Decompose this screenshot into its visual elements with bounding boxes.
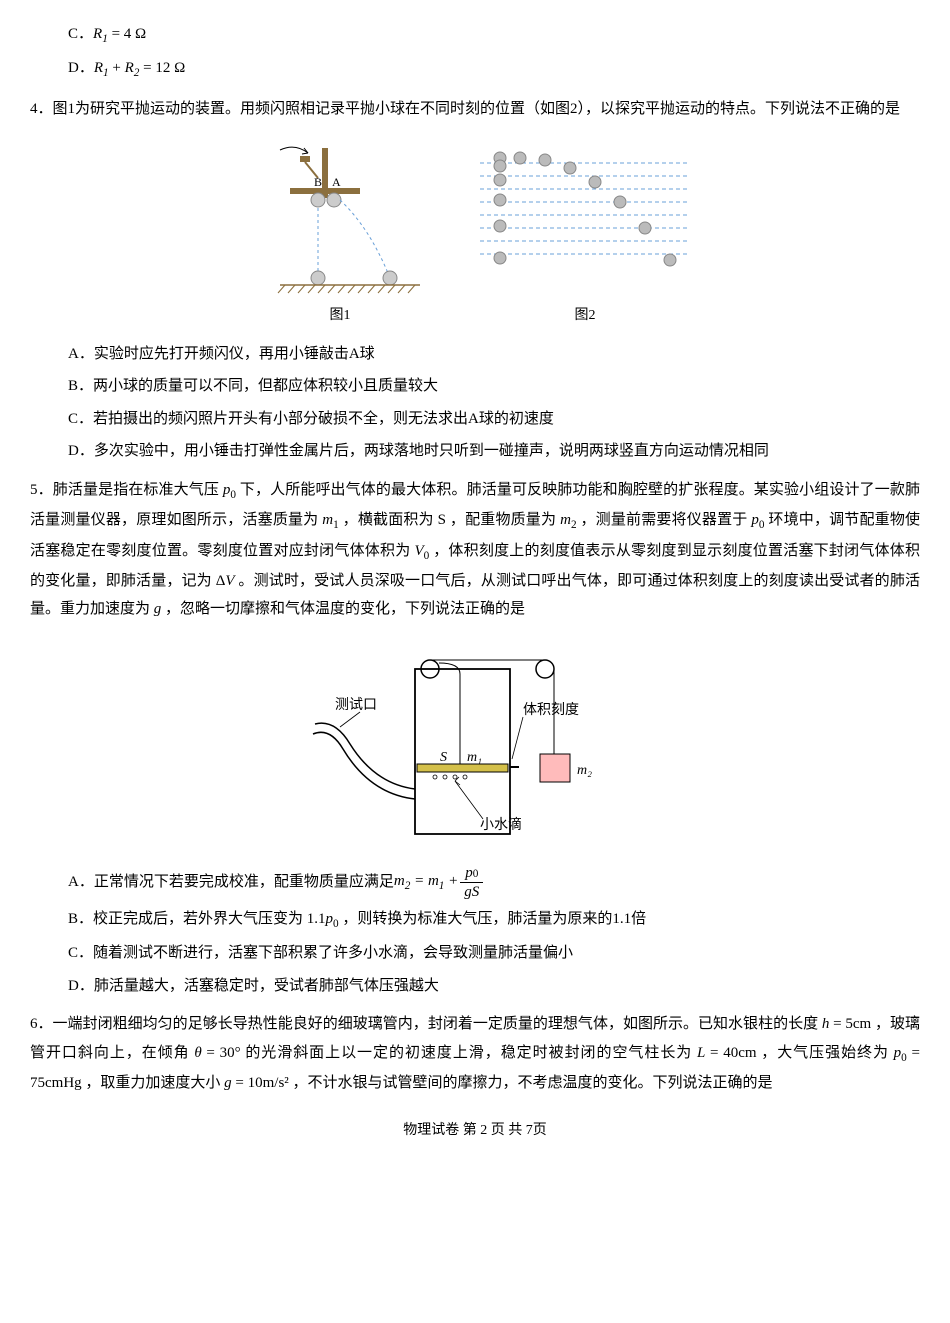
fig-label-m1: m₁: [467, 750, 482, 765]
q5-optB-pre: B．校正完成后，若外界大气压变为 1.1: [68, 911, 326, 927]
q5-stem: 5．肺活量是指在标准大气压 p0 下，人所能呼出气体的最大体积。肺活量可反映肺功…: [30, 476, 920, 624]
q6-stem: 6．一端封闭粗细均匀的足够长导热性能良好的细玻璃管内，封闭着一定质量的理想气体，…: [30, 1010, 920, 1097]
q5-figure: S m₁ m₂ 测试口 体积刻度 小水滴: [30, 639, 920, 849]
q5-option-c: C．随着测试不断进行，活塞下部积累了许多小水滴，会导致测量肺活量偏小: [30, 939, 920, 968]
q5-optB-post: ，则转换为标准大气压，肺活量为原来的1.1倍: [339, 911, 647, 927]
frac-den: gS: [460, 883, 483, 901]
q3-option-c: C．R1 = 4 Ω: [30, 20, 920, 50]
q4-figures: B A 图1: [30, 138, 920, 330]
q5-s3: ，横截面积为 S ，配重物质量为: [339, 512, 560, 528]
q5-s8: ，忽略一切摩擦和气体温度的变化，下列说法正确的是: [161, 601, 525, 617]
q4-stem: 4．图1为研究平抛运动的装置。用频闪照相记录平抛小球在不同时刻的位置（如图2），…: [30, 95, 920, 124]
q5-optA-pre: A．正常情况下若要完成校准，配重物质量应满足: [68, 868, 394, 897]
fig-label-test: 测试口: [335, 697, 377, 713]
q5-option-a: A．正常情况下若要完成校准，配重物质量应满足 m2 = m1 + p0 gS: [30, 864, 920, 901]
fig1-label-a: A: [332, 175, 341, 189]
q6-number: 6．: [30, 1016, 53, 1032]
q4-option-c: C．若拍摄出的频闪照片开头有小部分破损不全，则无法求出A球的初速度: [30, 405, 920, 434]
q5-fig-svg: S m₁ m₂ 测试口 体积刻度 小水滴: [305, 639, 645, 849]
q4-option-a: A．实验时应先打开频闪仪，再用小锤敲击A球: [30, 340, 920, 369]
option-text: D．R1 + R2 = 12 Ω: [68, 60, 185, 76]
q5-option-d: D．肺活量越大，活塞稳定时，受试者肺部气体压强越大: [30, 972, 920, 1001]
q4-option-d: D．多次实验中，用小锤击打弹性金属片后，两球落地时只听到一碰撞声，说明两球竖直方…: [30, 437, 920, 466]
q5-number: 5．: [30, 482, 53, 498]
q6-s1: 一端封闭粗细均匀的足够长导热性能良好的细玻璃管内，封闭着一定质量的理想气体，如图…: [53, 1016, 822, 1032]
page-footer: 物理试卷 第 2 页 共 7页: [30, 1118, 920, 1145]
option-text: C．R1 = 4 Ω: [68, 26, 146, 42]
q4-number: 4．: [30, 101, 53, 117]
q4-option-b: B．两小球的质量可以不同，但都应体积较小且质量较大: [30, 372, 920, 401]
fig-label-scale: 体积刻度: [523, 702, 579, 718]
q5-s1: 肺活量是指在标准大气压: [53, 482, 223, 498]
fig-label-s: S: [440, 750, 447, 765]
fig-label-m2: m₂: [577, 763, 592, 778]
q6-s4: = 40cm ，大气压强始终为: [705, 1045, 893, 1061]
q4-figure-2: 图2: [470, 138, 700, 330]
q4-figure-1: B A 图1: [250, 138, 430, 330]
frac-num: p0: [460, 864, 483, 883]
q4-fig2-svg: [470, 138, 700, 298]
q3-option-d: D．R1 + R2 = 12 Ω: [30, 54, 920, 84]
fig1-label-b: B: [314, 175, 322, 189]
q5-optA-eq: m2 = m1 +: [394, 867, 458, 897]
q4-fig1-svg: B A: [250, 138, 430, 298]
q4-fig2-caption: 图2: [575, 303, 596, 330]
q6-s6: = 10m/s² ，不计水银与试管壁间的摩擦力，不考虑温度的变化。下列说法正确的…: [232, 1075, 773, 1091]
q4-fig1-caption: 图1: [330, 303, 351, 330]
q6-s3: = 30° 的光滑斜面上以一定的初速度上滑，稳定时被封闭的空气柱长为: [202, 1045, 697, 1061]
q5-s4: ，测量前需要将仪器置于: [577, 512, 752, 528]
q4-stem-text: 图1为研究平抛运动的装置。用频闪照相记录平抛小球在不同时刻的位置（如图2），以探…: [53, 101, 901, 117]
q5-option-b: B．校正完成后，若外界大气压变为 1.1p0 ，则转换为标准大气压，肺活量为原来…: [30, 905, 920, 935]
q5-optA-fraction: p0 gS: [460, 864, 483, 901]
fig-label-drop: 小水滴: [480, 816, 522, 833]
